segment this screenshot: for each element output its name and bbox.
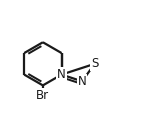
Text: S: S xyxy=(91,57,98,70)
Text: N: N xyxy=(78,75,86,88)
Text: N: N xyxy=(57,68,66,81)
Text: Br: Br xyxy=(36,89,49,103)
